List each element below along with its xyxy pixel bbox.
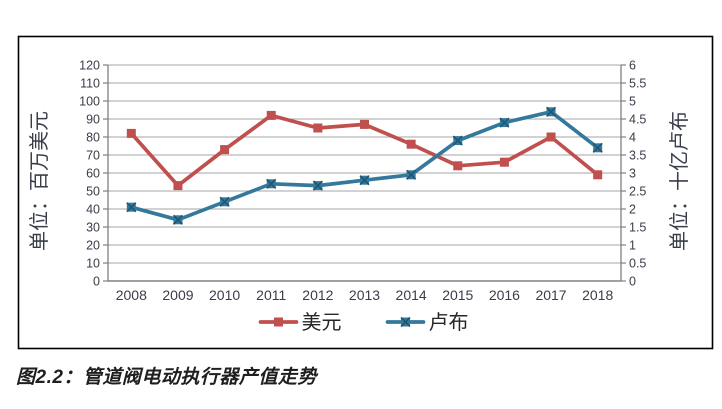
right-axis-tick-label: 3 (629, 167, 636, 181)
right-axis-tick-label: 3.5 (629, 149, 646, 163)
x-axis-tick-label: 2012 (302, 287, 333, 303)
right-axis-tick-label: 2 (629, 203, 636, 217)
x-marker-stroke (592, 142, 603, 153)
right-axis-tick-label: 6 (629, 59, 636, 73)
x-axis-tick-label: 2017 (535, 287, 566, 303)
usd-square-marker (126, 128, 136, 138)
x-axis-tick-label: 2009 (162, 287, 193, 303)
left-axis-tick-label: 50 (86, 185, 100, 199)
usd-square-marker (593, 170, 603, 180)
right-axis-tick-label: 0.5 (629, 257, 646, 271)
left-axis-tick-label: 40 (86, 203, 100, 217)
usd-square-marker (406, 139, 416, 149)
usd-square-marker (360, 119, 369, 129)
right-axis-tick-label: 5.5 (629, 77, 646, 91)
right-axis-tick-label: 4.5 (629, 113, 646, 127)
x-marker-stroke (359, 175, 370, 186)
series-rub (126, 106, 603, 225)
right-axis: 0 0.5 1 1.5 2 2.5 3 3.5 4 4.5 5 5.5 6 (620, 59, 646, 289)
figure-caption: 图2.2：管道阀电动执行器产值走势 (16, 367, 317, 388)
left-axis-tick-label: 90 (86, 113, 100, 127)
usd-square-marker (453, 161, 463, 171)
left-axis-tick-label: 20 (86, 239, 100, 253)
x-marker-stroke (452, 135, 463, 146)
line-chart: 0 10 20 30 40 50 60 70 80 90 100 110 120 0 0.5 1 1.5 2 2.5… (17, 35, 714, 350)
x-marker-stroke (499, 117, 510, 128)
legend: 美元 卢布 (258, 311, 469, 334)
series-usd (126, 110, 603, 191)
usd-square-marker (546, 132, 556, 142)
right-axis-tick-label: 2.5 (629, 185, 646, 199)
left-axis-tick-label: 10 (86, 257, 100, 271)
x-axis: 2008 2009 2010 2011 2012 2013 2014 2015 2016 2017… (108, 280, 621, 303)
right-axis-tick-label: 1 (629, 239, 636, 253)
left-axis-tick-label: 70 (86, 149, 100, 163)
legend-label: 美元 (302, 311, 342, 334)
x-marker-stroke (219, 196, 230, 207)
x-axis-tick-label: 2018 (582, 287, 613, 303)
legend-label: 卢布 (429, 311, 469, 334)
x-axis-tick-label: 2013 (349, 287, 380, 303)
right-axis-tick-label: 1.5 (629, 221, 646, 235)
usd-square-marker (499, 157, 509, 167)
left-axis-title: 单位：百万美元 (28, 111, 51, 251)
left-axis-tick-label: 80 (86, 131, 100, 145)
x-axis-tick-label: 2010 (209, 287, 240, 303)
left-axis-tick-label: 30 (86, 221, 100, 235)
x-marker-stroke (266, 178, 277, 189)
x-marker-stroke (545, 106, 557, 117)
left-axis-tick-label: 60 (86, 167, 100, 181)
right-axis-tick-label: 0 (629, 275, 636, 289)
left-axis-tick-label: 100 (79, 95, 100, 109)
usd-square-marker (173, 181, 183, 191)
right-axis-tick-label: 5 (629, 95, 636, 109)
x-marker-stroke (172, 214, 184, 225)
x-axis-tick-label: 2008 (116, 287, 147, 303)
x-axis-tick-label: 2011 (256, 287, 286, 303)
x-marker-stroke (406, 169, 417, 180)
left-axis-tick-label: 0 (93, 275, 100, 289)
right-axis-title: 单位：十亿卢布 (668, 111, 691, 251)
x-marker-stroke (126, 202, 137, 213)
left-axis-tick-label: 120 (79, 59, 100, 73)
x-axis-tick-label: 2015 (442, 287, 473, 303)
gridlines (108, 64, 621, 264)
x-marker-stroke (312, 180, 323, 191)
right-axis-tick-label: 4 (629, 131, 636, 145)
left-axis: 0 10 20 30 40 50 60 70 80 90 100 110 120 (79, 59, 109, 289)
usd-square-marker (274, 317, 283, 327)
usd-square-marker (313, 123, 323, 133)
usd-square-marker (266, 110, 276, 120)
x-marker-stroke (400, 316, 411, 328)
legend-item-usd: 美元 (258, 311, 342, 334)
x-axis-tick-label: 2014 (396, 287, 427, 303)
x-axis-tick-label: 2016 (489, 287, 520, 303)
usd-square-marker (220, 145, 230, 155)
chart-frame (17, 35, 714, 350)
legend-item-rub: 卢布 (385, 311, 469, 334)
left-axis-tick-label: 110 (80, 77, 100, 91)
